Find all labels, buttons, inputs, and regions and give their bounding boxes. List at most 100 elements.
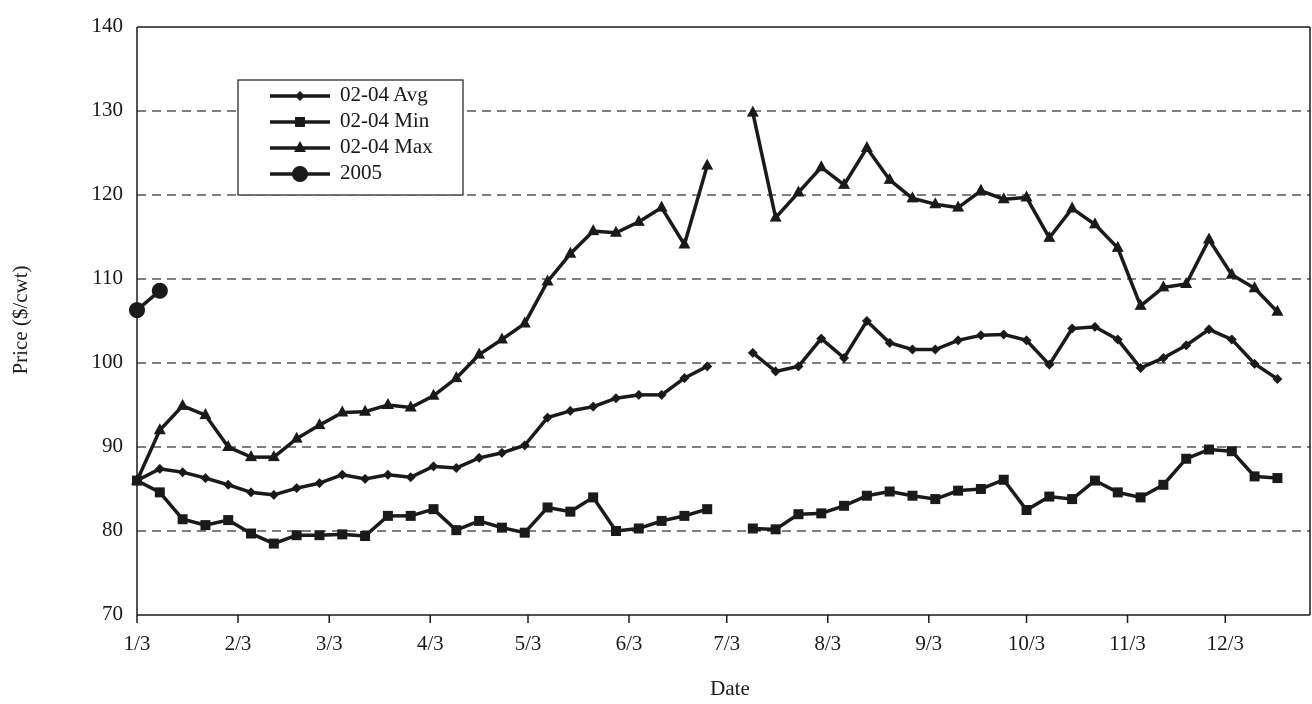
marker (1134, 298, 1147, 310)
marker (609, 225, 622, 237)
marker (519, 440, 530, 451)
marker (769, 210, 782, 222)
marker (793, 509, 804, 520)
marker (1157, 280, 1170, 292)
marker (519, 527, 530, 538)
marker (382, 469, 393, 480)
legend-marker (294, 141, 306, 152)
x-tick-label: 1/3 (124, 631, 151, 655)
marker (223, 479, 234, 490)
marker (907, 490, 918, 501)
marker (290, 431, 303, 443)
marker (1203, 444, 1214, 455)
marker (359, 404, 372, 416)
y-tick-label: 90 (102, 433, 123, 457)
marker (1089, 475, 1100, 486)
marker (1249, 358, 1260, 369)
marker (199, 408, 212, 420)
legend-marker (295, 117, 305, 127)
marker (129, 302, 145, 319)
marker (451, 525, 462, 536)
marker (656, 515, 667, 526)
marker (974, 183, 987, 195)
marker (336, 405, 349, 417)
marker (1271, 304, 1284, 316)
marker (246, 487, 257, 498)
marker (1088, 217, 1101, 229)
marker (747, 347, 758, 358)
marker (678, 237, 691, 249)
marker (1112, 487, 1123, 498)
marker (223, 515, 234, 526)
marker (702, 361, 713, 372)
marker (655, 200, 668, 212)
marker (930, 494, 941, 505)
marker (1089, 321, 1100, 332)
marker (815, 160, 828, 172)
marker (381, 398, 394, 409)
marker (1112, 334, 1123, 345)
marker (474, 515, 485, 526)
marker (428, 461, 439, 472)
series-line (136, 319, 1279, 497)
marker (610, 526, 621, 536)
marker (770, 524, 781, 535)
marker (360, 531, 371, 542)
marker (222, 440, 235, 451)
marker (587, 224, 600, 236)
marker (1021, 335, 1032, 346)
marker (883, 172, 896, 184)
marker (268, 538, 279, 549)
marker (1181, 453, 1192, 464)
marker (929, 197, 942, 209)
marker (975, 330, 986, 341)
y-tick-label: 70 (102, 601, 123, 625)
y-axis-label: Price ($/cwt) (8, 265, 32, 374)
marker (1180, 277, 1193, 289)
marker (906, 191, 919, 203)
marker (177, 514, 188, 525)
marker (1249, 471, 1260, 482)
marker (770, 366, 781, 377)
marker (998, 474, 1009, 485)
marker (176, 398, 189, 410)
x-tick-label: 3/3 (316, 631, 343, 655)
marker (564, 246, 577, 258)
legend-label: 02-04 Avg (340, 82, 428, 106)
marker (1066, 201, 1079, 213)
marker (542, 412, 553, 423)
marker (451, 463, 462, 473)
marker (1248, 281, 1261, 293)
marker (1044, 359, 1055, 370)
marker (565, 506, 576, 517)
marker (793, 361, 804, 372)
marker (1226, 334, 1237, 345)
marker (1225, 267, 1238, 279)
x-tick-label: 12/3 (1207, 631, 1244, 655)
marker (131, 473, 143, 485)
marker (1158, 479, 1169, 490)
marker (907, 344, 918, 355)
marker (474, 452, 485, 463)
marker (1272, 473, 1283, 484)
marker (1181, 340, 1192, 351)
marker (1226, 446, 1237, 457)
marker (861, 490, 872, 501)
marker (313, 418, 326, 430)
marker (679, 510, 690, 521)
marker (404, 400, 417, 412)
marker (610, 393, 621, 404)
legend-label: 2005 (340, 160, 382, 184)
y-tick-label: 130 (92, 97, 124, 121)
marker (839, 352, 850, 363)
legend-marker (295, 91, 305, 101)
marker (702, 504, 713, 515)
x-tick-label: 9/3 (915, 631, 942, 655)
marker (656, 389, 667, 400)
y-tick-label: 140 (92, 13, 124, 37)
marker (405, 472, 416, 483)
marker (450, 371, 463, 383)
marker (177, 467, 188, 478)
marker (541, 274, 554, 286)
marker (633, 389, 644, 400)
